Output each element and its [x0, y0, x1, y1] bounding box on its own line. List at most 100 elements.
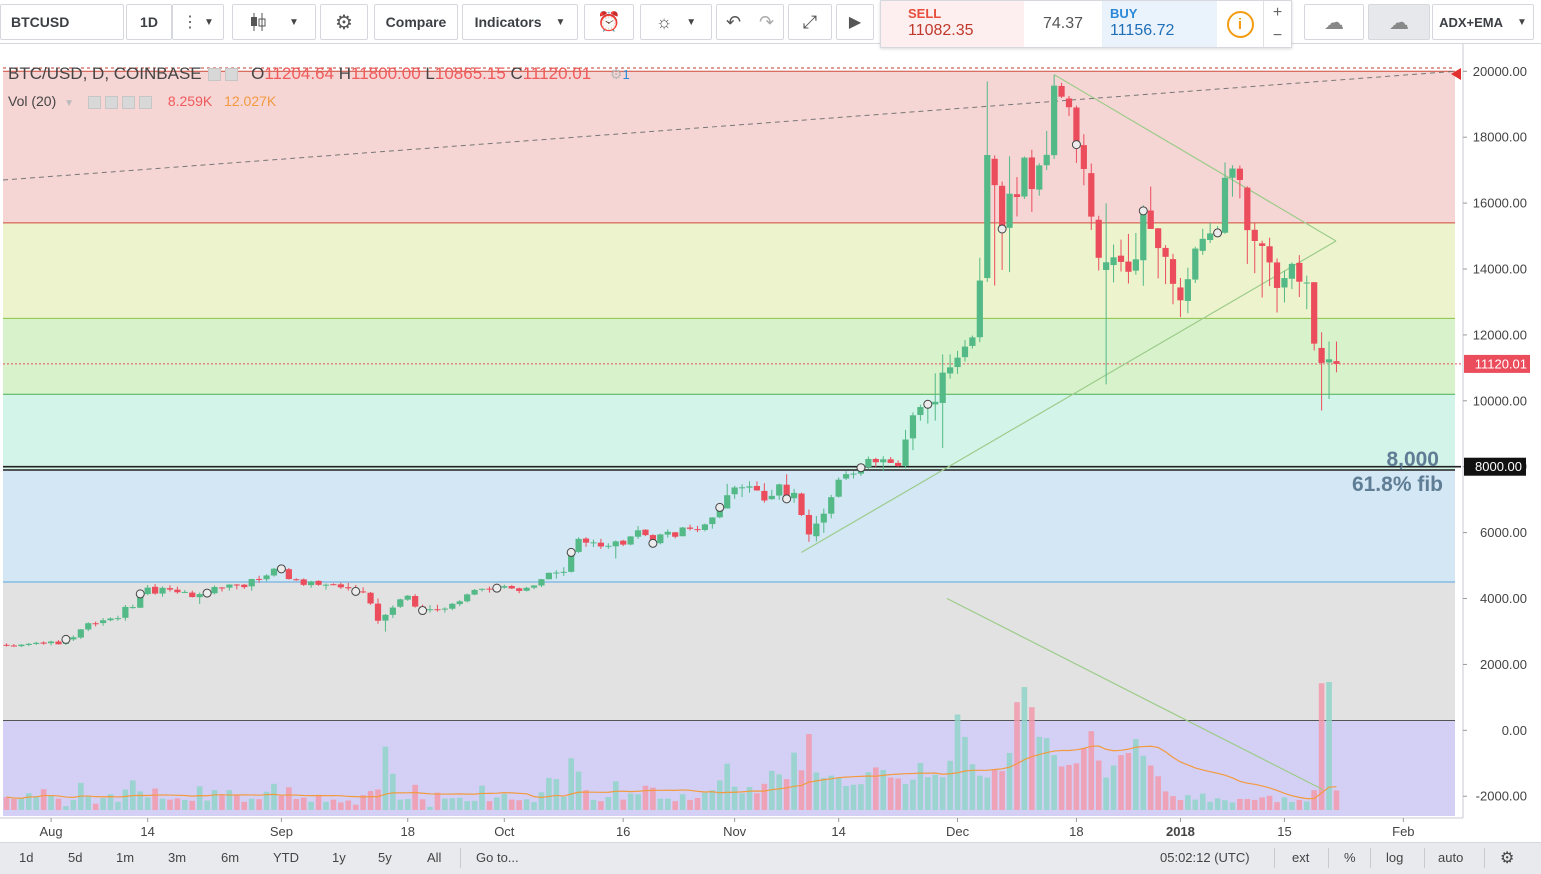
- volume-bar[interactable]: [1296, 799, 1303, 810]
- candle[interactable]: [776, 484, 783, 496]
- volume-bar[interactable]: [464, 801, 470, 810]
- volume-bar[interactable]: [895, 778, 901, 810]
- candle[interactable]: [568, 552, 575, 572]
- candle[interactable]: [612, 541, 619, 547]
- candle[interactable]: [471, 589, 478, 595]
- volume-bar[interactable]: [308, 801, 314, 810]
- candle[interactable]: [174, 589, 181, 593]
- volume-trendline[interactable]: [946, 597, 1324, 791]
- volume-bar[interactable]: [278, 795, 285, 810]
- volume-bar[interactable]: [1177, 799, 1184, 810]
- range-3m[interactable]: 3m: [168, 850, 187, 865]
- volume-bar[interactable]: [234, 794, 240, 810]
- candle[interactable]: [1147, 210, 1154, 229]
- volume-bar[interactable]: [360, 795, 366, 810]
- volume-bar[interactable]: [263, 791, 270, 810]
- volume-bar[interactable]: [1103, 777, 1109, 810]
- percent-scale-toggle[interactable]: %: [1344, 850, 1356, 865]
- volume-bar[interactable]: [271, 783, 277, 810]
- candle[interactable]: [1021, 157, 1028, 197]
- volume-bar[interactable]: [211, 790, 218, 810]
- volume-bar[interactable]: [553, 779, 560, 810]
- sell-button[interactable]: SELL 11082.35: [881, 1, 1024, 47]
- volume-bar[interactable]: [92, 803, 99, 810]
- trendline-support[interactable]: [801, 240, 1337, 553]
- volume-bar[interactable]: [286, 787, 292, 810]
- candle[interactable]: [300, 579, 307, 585]
- redo-icon[interactable]: ↷: [758, 11, 775, 32]
- candle[interactable]: [516, 588, 523, 591]
- candle[interactable]: [672, 532, 679, 537]
- volume-bar[interactable]: [338, 802, 344, 810]
- volume-bar[interactable]: [182, 799, 188, 810]
- candle[interactable]: [969, 337, 976, 346]
- range-all[interactable]: All: [427, 850, 442, 865]
- candle[interactable]: [657, 534, 664, 544]
- volume-bar[interactable]: [917, 763, 924, 810]
- volume-bar[interactable]: [791, 752, 797, 810]
- volume-bar[interactable]: [508, 799, 515, 810]
- candle[interactable]: [166, 588, 174, 590]
- alert-button[interactable]: ⏰: [584, 4, 634, 40]
- volume-bar[interactable]: [1311, 790, 1317, 810]
- candle[interactable]: [337, 584, 344, 588]
- marker-circle[interactable]: [351, 586, 361, 596]
- legend-eye-icon[interactable]: [208, 68, 222, 82]
- volume-bar[interactable]: [1162, 791, 1169, 810]
- candle[interactable]: [746, 486, 753, 488]
- candle[interactable]: [575, 538, 582, 552]
- range-5d[interactable]: 5d: [68, 850, 83, 865]
- volume-bar[interactable]: [843, 786, 849, 810]
- candle[interactable]: [523, 587, 530, 591]
- volume-bar[interactable]: [932, 774, 939, 810]
- candle[interactable]: [196, 594, 203, 598]
- legend-plus-icon[interactable]: [121, 95, 135, 109]
- volume-bar[interactable]: [189, 800, 196, 810]
- candle[interactable]: [33, 642, 40, 644]
- replay-button[interactable]: ▶: [836, 4, 874, 40]
- candle[interactable]: [508, 585, 515, 589]
- annotation-fib-text[interactable]: 61.8% fib: [1351, 473, 1443, 496]
- candle[interactable]: [256, 578, 263, 580]
- volume-bar[interactable]: [40, 789, 47, 810]
- legend-settings-icon[interactable]: [225, 68, 239, 82]
- candle[interactable]: [1125, 261, 1132, 272]
- volume-bar[interactable]: [709, 790, 716, 810]
- volume-bar[interactable]: [323, 801, 329, 810]
- volume-bar[interactable]: [48, 795, 54, 810]
- marker-circle[interactable]: [648, 538, 658, 548]
- candle[interactable]: [828, 497, 835, 514]
- volume-bar[interactable]: [122, 789, 129, 810]
- volume-bar[interactable]: [1214, 798, 1221, 810]
- candle[interactable]: [1006, 193, 1013, 228]
- volume-bar[interactable]: [813, 772, 820, 810]
- volume-bar[interactable]: [664, 798, 671, 810]
- volume-bar[interactable]: [954, 714, 961, 810]
- candle[interactable]: [545, 572, 552, 580]
- candle[interactable]: [144, 587, 151, 595]
- volume-bar[interactable]: [1185, 795, 1191, 810]
- candle[interactable]: [984, 154, 991, 279]
- candle[interactable]: [241, 584, 248, 588]
- volume-bar[interactable]: [835, 777, 842, 810]
- volume-bar[interactable]: [1274, 802, 1280, 810]
- compare-button[interactable]: Compare: [374, 4, 458, 40]
- candle[interactable]: [1036, 165, 1043, 190]
- candle[interactable]: [605, 545, 612, 547]
- candle[interactable]: [374, 603, 382, 621]
- volume-bar[interactable]: [776, 774, 783, 810]
- log-scale-toggle[interactable]: log: [1386, 850, 1404, 865]
- candle[interactable]: [917, 407, 924, 415]
- candle[interactable]: [530, 585, 538, 588]
- volume-bar[interactable]: [962, 736, 968, 810]
- candle[interactable]: [1080, 145, 1087, 169]
- volume-bar[interactable]: [449, 798, 456, 810]
- candle[interactable]: [1043, 154, 1050, 166]
- candle[interactable]: [486, 588, 493, 590]
- volume-bar[interactable]: [1081, 747, 1087, 810]
- volume-bar[interactable]: [159, 798, 166, 810]
- volume-bar[interactable]: [330, 799, 337, 810]
- volume-bar[interactable]: [739, 793, 745, 810]
- volume-bar[interactable]: [702, 792, 708, 810]
- volume-bar[interactable]: [583, 790, 589, 810]
